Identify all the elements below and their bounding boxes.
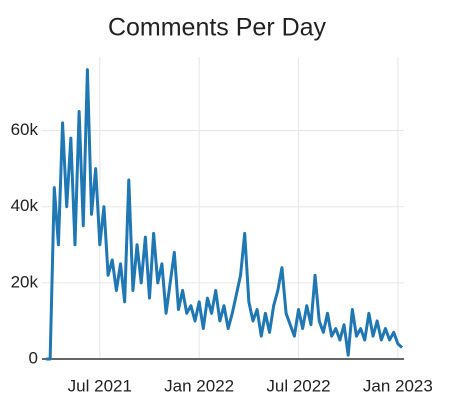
chart-title: Comments Per Day: [108, 14, 327, 42]
x-tick-label: Jan 2023: [363, 376, 433, 395]
data-line: [46, 68, 404, 361]
x-tick-label: Jan 2022: [164, 376, 234, 395]
y-tick-label: 20k: [11, 272, 39, 291]
x-tick-label: Jul 2021: [68, 376, 132, 395]
y-tick-label: 0: [29, 348, 38, 367]
y-tick-label: 60k: [11, 120, 39, 139]
y-tick-label: 40k: [11, 196, 39, 215]
x-tick-label: Jul 2022: [266, 376, 330, 395]
